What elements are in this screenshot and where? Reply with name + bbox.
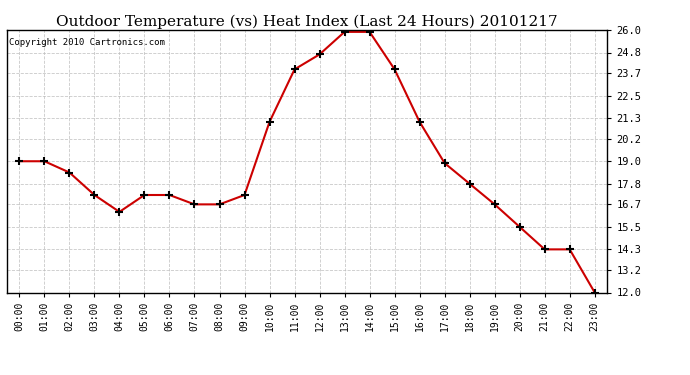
Title: Outdoor Temperature (vs) Heat Index (Last 24 Hours) 20101217: Outdoor Temperature (vs) Heat Index (Las…	[57, 15, 558, 29]
Text: Copyright 2010 Cartronics.com: Copyright 2010 Cartronics.com	[9, 38, 165, 47]
